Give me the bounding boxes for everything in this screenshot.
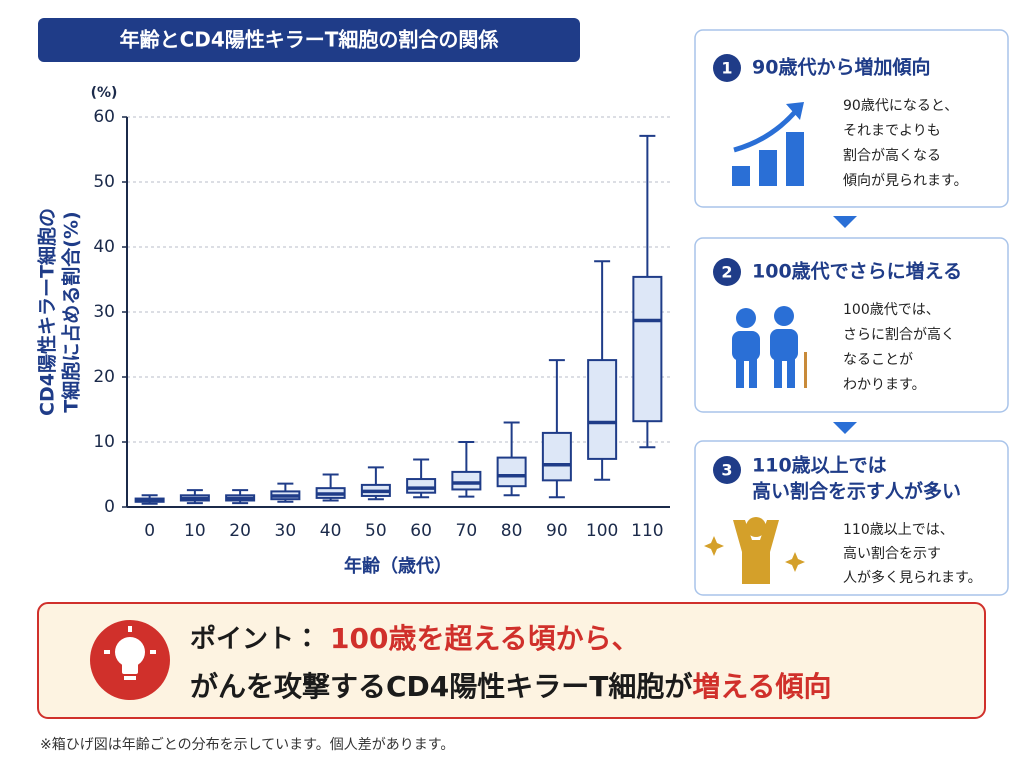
- x-tick-label: 10: [184, 521, 206, 541]
- x-tick-label: 50: [365, 521, 387, 541]
- panel: [694, 237, 1009, 413]
- y-tick-label: 10: [93, 432, 115, 452]
- step-badge: [713, 54, 741, 82]
- point-line: がんを攻撃するCD4陽性キラーT細胞が増える傾向: [190, 670, 832, 703]
- point-box: [37, 602, 986, 719]
- elderly-icon: [732, 306, 807, 388]
- step-number: 3: [721, 461, 732, 480]
- x-tick-label: 0: [144, 521, 155, 541]
- panel-text: 100歳代では、: [843, 302, 940, 318]
- panel-title: 110歳以上では: [752, 455, 887, 477]
- footnote: ※箱ひげ図は年齢ごとの分布を示しています。個人差があります。: [40, 737, 454, 753]
- arrow-down: [833, 422, 857, 434]
- y-tick-label: 50: [93, 172, 115, 192]
- panel-text: さらに割合が高く: [843, 326, 955, 343]
- x-tick-label: 90: [546, 521, 568, 541]
- panel-text: なることが: [843, 352, 913, 368]
- step-number: 2: [721, 263, 732, 282]
- box: [541, 431, 572, 482]
- point-highlight: 増える傾向: [692, 670, 831, 703]
- panel-text: 傾向が見られます。: [843, 173, 968, 189]
- y-tick-label: 0: [104, 497, 115, 517]
- panel-text: わかります。: [843, 377, 926, 393]
- panel-text: 90歳代になると、: [843, 98, 958, 114]
- x-tick-label: 30: [275, 521, 297, 541]
- x-tick-label: 100: [586, 521, 618, 541]
- x-tick-label: 110: [631, 521, 663, 541]
- x-tick-label: 20: [229, 521, 251, 541]
- panel-title: 90歳代から増加傾向: [752, 56, 930, 79]
- y-label-line: CD4陽性キラーT細胞の: [36, 208, 59, 416]
- panel: [694, 440, 1009, 596]
- point-label: ポイント：: [190, 624, 320, 655]
- growth-icon: [732, 102, 804, 186]
- panel-title: 高い割合を示す人が多い: [752, 480, 961, 503]
- x-tick-label: 40: [320, 521, 342, 541]
- box: [496, 456, 527, 488]
- panel-title: 100歳代でさらに増える: [752, 260, 962, 283]
- panel-text: 110歳以上では、: [843, 522, 954, 538]
- panel-text: 高い割合を示す: [843, 545, 941, 562]
- step-number: 1: [721, 59, 732, 78]
- x-tick-label: 70: [456, 521, 478, 541]
- panel-text: それまでよりも: [843, 123, 941, 139]
- panel-text: 人が多く見られます。: [843, 570, 982, 586]
- step-badge: [713, 456, 741, 484]
- panel-text: 割合が高くなる: [843, 147, 941, 164]
- x-tick-label: 80: [501, 521, 523, 541]
- plot-area: 0 10 20 30 40 50 60 0 10 20 30 40 50 60 70 80 90 100 110: [93, 107, 670, 541]
- title-banner: [38, 18, 580, 62]
- cheer-icon: [704, 517, 805, 584]
- y-label-line: T細胞に占める割合(%): [60, 211, 83, 412]
- point-text: がんを攻撃するCD4陽性キラーT細胞が: [190, 670, 692, 703]
- y-tick-label: 20: [93, 367, 115, 387]
- box: [451, 470, 482, 491]
- point-line: 100歳を超える頃から、: [330, 622, 640, 655]
- box: [587, 359, 618, 460]
- y-tick-label: 60: [93, 107, 115, 127]
- box: [632, 275, 663, 423]
- arrow-down: [833, 216, 857, 228]
- chart-title: 年齢とCD4陽性キラーT細胞の割合の関係: [120, 28, 500, 52]
- box: [406, 478, 437, 494]
- y-tick-label: 30: [93, 302, 115, 322]
- x-tick-label: 60: [410, 521, 432, 541]
- bulb-icon: [104, 626, 156, 680]
- x-axis-label: 年齢（歳代）: [344, 555, 452, 577]
- y-unit: (%): [91, 85, 118, 101]
- y-axis-label: CD4陽性キラーT細胞の T細胞に占める割合(%): [36, 208, 83, 416]
- y-tick-label: 40: [93, 237, 115, 257]
- step-badge: [713, 258, 741, 286]
